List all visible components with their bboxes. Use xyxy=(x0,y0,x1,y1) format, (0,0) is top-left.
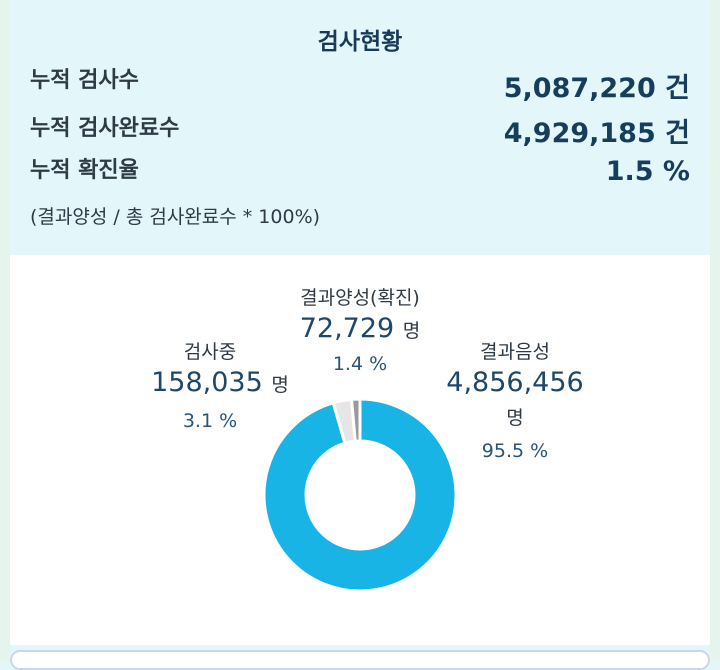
slice-percent-negative: 95.5 % xyxy=(481,440,549,462)
slice-unit-positive: 명 xyxy=(402,320,421,342)
positive-rate-formula-note: (결과양성 / 총 검사완료수 * 100%) xyxy=(30,206,321,228)
test-result-chart-panel: 결과양성(확진) 72,729 명 1.4 % 검사중 158,035 명 3.… xyxy=(10,255,710,645)
slice-count-positive-wrap: 72,729 명 xyxy=(260,313,460,344)
slice-count-negative: 4,856,456 xyxy=(446,367,584,398)
slice-count-positive: 72,729 xyxy=(299,313,395,344)
slice-positive xyxy=(349,397,362,443)
test-status-summary: 검사현황 누적 검사수 5,087,220 건 누적 검사완료수 4,929,1… xyxy=(10,0,710,255)
cumulative-positive-rate-label: 누적 확진율 xyxy=(30,158,139,183)
left-frame xyxy=(0,0,10,661)
slice-label-testing: 검사중 xyxy=(183,341,237,363)
slice-percent-testing: 3.1 % xyxy=(182,410,238,432)
slice-count-testing: 158,035 xyxy=(151,367,263,398)
slice-negative xyxy=(262,397,458,593)
slice-unit-negative: 명 xyxy=(506,407,524,429)
cumulative-tests-label: 누적 검사수 xyxy=(30,68,139,93)
slice-label-negative: 결과음성 xyxy=(480,341,550,363)
slice-unit-testing: 명 xyxy=(271,374,289,396)
slice-percent-positive: 1.4 % xyxy=(332,353,388,375)
next-card-edge xyxy=(10,650,710,670)
slice-count-testing-wrap: 158,035 명 xyxy=(120,367,320,398)
slice-label-positive: 결과양성(확진) xyxy=(300,287,420,309)
right-frame xyxy=(710,0,720,661)
cumulative-completed-label: 누적 검사완료수 xyxy=(30,116,180,141)
donut-chart xyxy=(262,397,458,593)
cumulative-positive-rate-value: 1.5 % xyxy=(605,156,690,187)
cumulative-tests-value: 5,087,220 건 xyxy=(503,73,690,104)
cumulative-completed-value: 4,929,185 건 xyxy=(503,118,690,149)
summary-title: 검사현황 xyxy=(317,29,403,55)
